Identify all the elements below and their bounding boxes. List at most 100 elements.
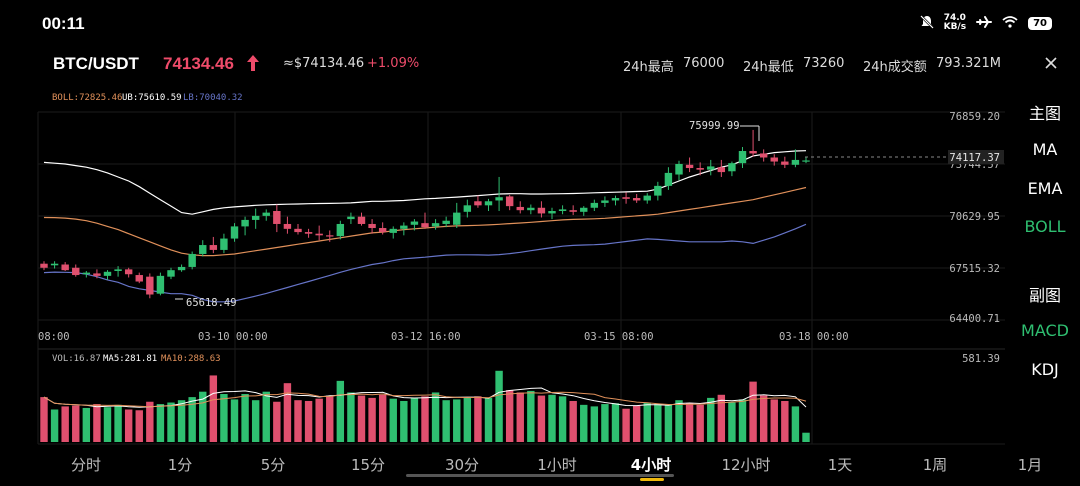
tab-1m[interactable]: 1分 (167, 456, 193, 474)
status-clock: 00:11 (42, 14, 85, 33)
tab-15m[interactable]: 15分 (350, 456, 386, 474)
candle-body (93, 273, 101, 276)
volume-bar (241, 394, 249, 442)
tab-1h[interactable]: 1小时 (537, 456, 577, 474)
volume-bar (738, 399, 747, 442)
tab-1d[interactable]: 1天 (827, 456, 853, 474)
candle-body (336, 223, 345, 237)
close-icon[interactable] (1043, 53, 1059, 73)
tab-time-sharing[interactable]: 分时 (70, 456, 102, 474)
usd-price: ≈$74134.46 (283, 56, 365, 71)
candle-body (474, 201, 482, 206)
candle-body (389, 228, 397, 233)
low-annotation: 65618.49 (175, 297, 237, 309)
volume-bar (802, 432, 810, 442)
airplane-icon (976, 15, 993, 32)
candle-body (759, 153, 768, 158)
tab-4h[interactable]: 4小时 (630, 456, 672, 474)
interval-tabs: 分时 1分 5分 15分 30分 1小时 4小时 12小时 1天 1周 1月 (0, 446, 1080, 486)
trading-pair[interactable]: BTC/USDT (53, 54, 139, 73)
low-annotation-label: 65618.49 (186, 297, 237, 309)
volume-bar (114, 404, 122, 442)
volume-bar (283, 383, 292, 442)
arrow-up-icon (245, 52, 261, 74)
candle-body (410, 221, 419, 225)
volume-value: 793.321M (936, 56, 1001, 71)
net-speed: 74.0 KB/s (944, 14, 966, 32)
battery-indicator: 70 (1028, 16, 1052, 30)
volume-bar (336, 380, 345, 442)
candle-body (304, 232, 313, 234)
candle-body (230, 226, 239, 239)
candle-body (347, 216, 355, 220)
volume-ma10-line (43, 391, 807, 408)
volume-bar (82, 407, 91, 442)
candle-body (484, 201, 493, 206)
volume-axis-label: 581.39 (962, 353, 1000, 365)
price-axis-label: 76859.20 (949, 111, 1000, 123)
indicator-boll[interactable]: BOLL (1024, 217, 1066, 236)
volume-bar (505, 390, 514, 442)
volume-bar (590, 406, 599, 442)
candle-body (241, 219, 249, 227)
price-axis-label: 67515.32 (949, 263, 1000, 275)
tab-30m[interactable]: 30分 (444, 456, 480, 474)
boll-upper-line (43, 150, 807, 215)
volume-bar (251, 400, 260, 442)
candle-body (431, 223, 440, 227)
candle-body (220, 238, 228, 250)
price-axis-label: 64400.71 (949, 313, 1000, 325)
volume-bar (61, 406, 69, 442)
status-icons: 74.0 KB/s 70 (919, 14, 1052, 32)
low-label: 24h最低 (743, 60, 794, 75)
candle-body (622, 197, 630, 199)
candle-body (209, 245, 218, 250)
volume-bar (580, 404, 588, 442)
volume-bar (326, 395, 334, 442)
volume-bar (558, 396, 567, 442)
tab-5m[interactable]: 5分 (260, 456, 286, 474)
candle-body (114, 269, 122, 271)
indicator-ma[interactable]: MA (1032, 140, 1058, 159)
candle-body (103, 271, 112, 276)
volume-bar (537, 395, 546, 442)
indicator-macd[interactable]: MACD (1021, 321, 1069, 340)
candle-body (770, 157, 778, 162)
volume-ma-lines (43, 387, 807, 408)
candle-body (548, 211, 556, 214)
volume-bar (146, 401, 154, 442)
volume-bar (527, 390, 535, 442)
candle-body (717, 167, 726, 173)
boll-lower-line (43, 223, 807, 303)
indicator-ema[interactable]: EMA (1027, 179, 1063, 198)
volume-bar (431, 392, 440, 442)
volume-bar (516, 392, 524, 442)
volume-bar (622, 408, 630, 442)
candle-body (82, 272, 91, 275)
candle-body (442, 220, 450, 224)
volume-bar (177, 400, 186, 442)
high-annotation-label: 75999.99 (689, 120, 740, 132)
high-annotation: 75999.99 (689, 120, 760, 141)
candle-body (146, 276, 154, 295)
volume-bar (135, 410, 143, 442)
tab-1M[interactable]: 1月 (1017, 456, 1043, 474)
volume-bar (368, 397, 376, 442)
current-price-label: 74117.37 (949, 152, 1000, 164)
mute-icon (919, 14, 934, 32)
volume-bar (759, 395, 768, 442)
indicator-kdj[interactable]: KDJ (1031, 360, 1059, 379)
high-value: 76000 (683, 56, 725, 71)
candlestick-chart[interactable]: BOLL:72825.46 UB:75610.59 LB:70040.32 VO… (0, 84, 1010, 446)
tab-1w[interactable]: 1周 (922, 456, 948, 474)
candle-body (167, 270, 175, 277)
time-axis-label: 08:00 (38, 331, 70, 343)
volume-bar (124, 409, 133, 442)
volume-bar (167, 402, 175, 442)
candle-body (791, 159, 800, 165)
volume-bar (294, 400, 302, 442)
tab-12h[interactable]: 12小时 (721, 456, 771, 474)
candle-body (495, 197, 503, 201)
volume-bar (347, 392, 355, 442)
volume-bar (389, 398, 397, 442)
